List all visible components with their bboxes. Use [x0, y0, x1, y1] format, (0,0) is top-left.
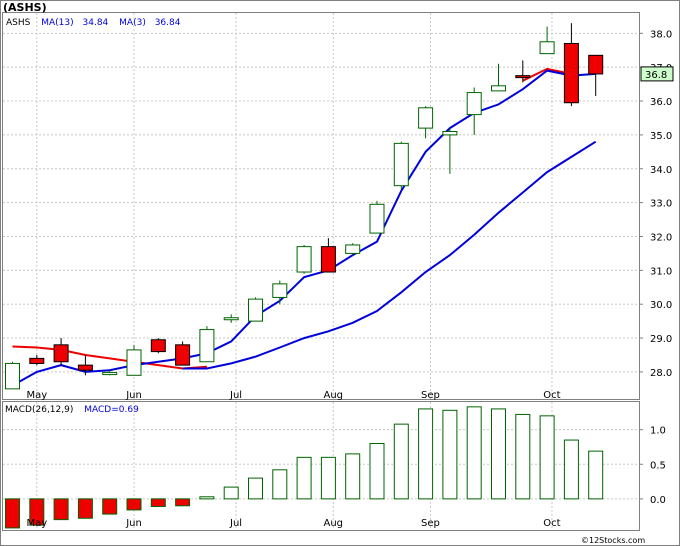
legend-ma3-label: MA(3)	[119, 18, 146, 28]
candle-up	[345, 244, 361, 254]
macd-bar	[369, 443, 385, 500]
macd-x-tick-label: Aug	[323, 518, 343, 529]
candle-up	[248, 298, 263, 322]
macd-x-tick-label: May	[26, 518, 47, 529]
macd-legend-title: MACD(26,12,9)	[5, 405, 73, 415]
candle-up	[223, 317, 239, 321]
price-y-tick-label: 30.0	[650, 300, 672, 311]
price-x-tick-label: May	[26, 390, 47, 401]
candlestick-layer	[5, 23, 604, 390]
macd-bar	[199, 496, 215, 500]
candle-up	[296, 246, 312, 273]
chart-title: (ASHS)	[3, 1, 47, 14]
macd-x-tick-label: Sep	[421, 518, 440, 529]
price-x-tick-label: Jul	[229, 390, 242, 401]
price-y-tick-label: 32.0	[650, 232, 672, 243]
ma3-line-early	[12, 345, 207, 370]
macd-bar	[53, 498, 69, 521]
price-y-tick-label: 34.0	[650, 165, 672, 176]
macd-bar	[29, 498, 45, 526]
candle-up	[126, 349, 142, 376]
last-price-box	[640, 66, 674, 82]
macd-bar	[466, 406, 482, 500]
macd-bar	[5, 498, 20, 529]
macd-bar	[320, 456, 336, 500]
candle-down	[53, 344, 69, 363]
macd-bar	[491, 408, 506, 500]
macd-bar	[272, 469, 288, 500]
macd-bar	[150, 498, 166, 507]
candle-up	[491, 85, 506, 92]
price-x-tick-label: Aug	[323, 390, 343, 401]
macd-legend-value: MACD=0.69	[84, 405, 139, 415]
macd-bar	[418, 408, 434, 500]
candle-down	[320, 246, 336, 273]
macd-bar	[223, 486, 239, 500]
price-panel	[2, 12, 640, 400]
ma13-line	[12, 69, 596, 387]
price-y-tick-label: 35.0	[650, 131, 672, 142]
candle-up	[199, 329, 215, 363]
candle-up	[102, 372, 118, 376]
macd-y-tick-label: 0.5	[650, 460, 666, 471]
price-y-tick-label: 28.0	[650, 368, 672, 379]
macd-x-tick-label: Jul	[229, 518, 242, 529]
legend-ma13-label: MA(13)	[41, 18, 73, 28]
macd-bar	[393, 423, 409, 500]
candle-down	[29, 357, 45, 364]
macd-bar	[539, 415, 555, 500]
candle-up	[418, 107, 434, 129]
macd-bar	[515, 413, 531, 500]
candle-down	[150, 339, 166, 353]
candle-down	[175, 344, 191, 366]
candle-up	[466, 92, 482, 116]
candle-down	[515, 75, 531, 79]
macd-bar	[296, 456, 312, 500]
legend-ticker: ASHS	[6, 18, 31, 28]
macd-bar	[588, 450, 604, 500]
candle-up	[369, 203, 385, 234]
legend-ma13-value: 34.84	[83, 18, 109, 28]
macd-bar	[175, 498, 191, 507]
macd-bars-layer	[5, 406, 604, 529]
legend-ma3-value: 36.84	[155, 18, 181, 28]
candle-down	[563, 42, 579, 104]
candle-up	[539, 41, 555, 55]
price-y-tick-label: 33.0	[650, 199, 672, 210]
price-x-tick-label: Oct	[543, 390, 560, 401]
ma-long-line	[182, 140, 597, 370]
macd-y-tick-label: 0.0	[650, 495, 666, 506]
candle-down	[588, 54, 604, 75]
candle-up	[5, 362, 20, 390]
last-price-label: 36.8	[645, 70, 667, 81]
price-x-tick-label: Sep	[421, 390, 440, 401]
price-x-tick-label: Jun	[125, 390, 142, 401]
ma3-line-recent	[522, 67, 572, 82]
candle-up	[393, 142, 409, 187]
price-legend: ASHS MA(13) 34.84 MA(3) 36.84	[6, 18, 181, 28]
macd-y-tick-label: 1.0	[650, 426, 666, 437]
candle-up	[442, 131, 458, 136]
moving-average-layer	[12, 67, 597, 387]
macd-bar	[345, 453, 361, 500]
price-y-tick-label: 29.0	[650, 334, 672, 345]
copyright-text: ©12Stocks.com	[581, 536, 645, 545]
macd-bar	[102, 498, 118, 515]
macd-legend: MACD(26,12,9) MACD=0.69	[5, 405, 139, 415]
price-y-tick-label: 38.0	[650, 29, 672, 40]
candle-up	[272, 283, 288, 298]
macd-bar	[77, 498, 93, 519]
price-y-tick-label: 31.0	[650, 266, 672, 277]
macd-x-tick-label: Oct	[543, 518, 560, 529]
macd-bar	[126, 498, 142, 511]
macd-bar	[563, 439, 579, 500]
macd-bar	[248, 477, 263, 500]
macd-x-tick-label: Jun	[125, 518, 142, 529]
candle-down	[77, 364, 93, 371]
price-y-tick-label: 36.0	[650, 97, 672, 108]
macd-bar	[442, 409, 458, 500]
